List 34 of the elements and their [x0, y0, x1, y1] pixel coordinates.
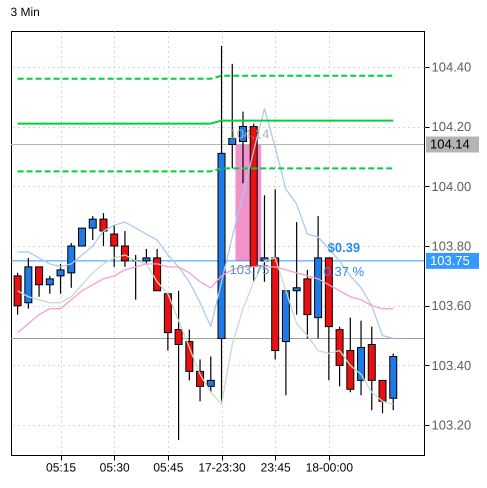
annotation: $0.39: [328, 240, 360, 255]
candlestick: [56, 263, 65, 294]
x-tick-label: 18-00:00: [306, 460, 354, 474]
candlestick: [88, 216, 97, 241]
ref-line-label: 104.14: [430, 136, 470, 152]
x-tick-label: 05:15: [46, 460, 76, 474]
candlestick: [132, 254, 140, 300]
x-tick-label: 17-23:30: [198, 460, 246, 474]
candlestick: [174, 290, 183, 441]
candlestick: [35, 266, 44, 298]
chart-title: 3 Min: [10, 5, 40, 19]
candlestick: [378, 380, 387, 414]
x-tick-label: 23:45: [260, 460, 292, 474]
y-tick-label: 104.20: [432, 119, 472, 134]
candlestick: [196, 358, 204, 402]
candlestick: [206, 356, 215, 393]
candlestick: [120, 230, 129, 268]
y-tick-label: 103.40: [432, 358, 472, 373]
candlestick: [99, 212, 108, 247]
candlestick: [110, 224, 118, 268]
line-series: [16, 108, 394, 340]
line-series: [16, 263, 394, 334]
x-tick-label: 05:30: [100, 460, 130, 474]
x-tick-label: 05:45: [153, 460, 184, 474]
candlestick: [78, 228, 86, 246]
y-tick-label: 103.80: [432, 238, 472, 254]
y-tick-label: 104.00: [432, 178, 472, 194]
y-tick-label: 103.20: [432, 418, 472, 433]
y-tick-label: 104.40: [432, 59, 472, 74]
candlestick: [142, 248, 150, 264]
candlestick: [292, 222, 301, 316]
y-tick-label: 103.60: [432, 298, 472, 314]
candlestick: [46, 275, 54, 294]
ref-line-label: 103.75: [430, 252, 470, 268]
